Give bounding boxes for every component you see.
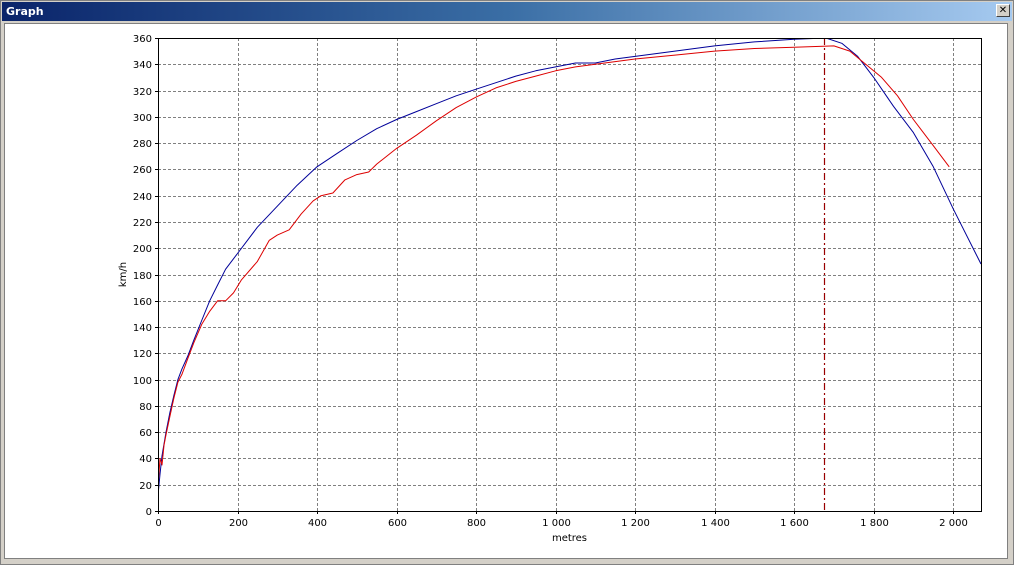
y-tick-label: 340 (133, 60, 152, 71)
x-tick-label: 800 (467, 518, 486, 529)
y-tick-label: 320 (133, 87, 152, 98)
y-tick-label: 300 (133, 113, 152, 124)
x-tick-label: 1 200 (621, 518, 650, 529)
y-tick-label: 180 (133, 271, 152, 282)
x-tick-label: 2 000 (939, 518, 968, 529)
grid (158, 38, 981, 511)
y-tick-label: 360 (133, 34, 152, 45)
y-tick-label: 240 (133, 192, 152, 203)
x-tick-label: 600 (388, 518, 407, 529)
y-tick-label: 200 (133, 244, 152, 255)
x-tick-label: 1 000 (542, 518, 571, 529)
chart-area: 0 200 400 600 800 1 000 1 200 1 400 1 600 1 800 2 … (4, 23, 1008, 559)
close-icon: ✕ (998, 5, 1008, 16)
y-tick-label: 160 (133, 297, 152, 308)
x-tick-label: 1 400 (701, 518, 730, 529)
y-tick-label: 280 (133, 139, 152, 150)
x-tick-label: 1 800 (860, 518, 889, 529)
y-tick-label: 80 (139, 402, 152, 413)
plot-frame (158, 38, 982, 512)
y-tick-label: 40 (139, 454, 152, 465)
y-tick-label: 140 (133, 323, 152, 334)
y-tick-label: 120 (133, 349, 152, 360)
y-tick-label: 100 (133, 376, 152, 387)
title-bar[interactable]: Graph ✕ (2, 2, 1012, 21)
y-axis-title: km/h (118, 262, 129, 287)
series-lines (158, 38, 982, 496)
window-title: Graph (6, 5, 44, 18)
y-tick-label: 220 (133, 218, 152, 229)
x-tick-label: 200 (229, 518, 248, 529)
speed-distance-chart: 0 200 400 600 800 1 000 1 200 1 400 1 600 1 800 2 … (118, 34, 982, 544)
x-axis-title: metres (552, 533, 587, 544)
x-tick-label: 400 (308, 518, 327, 529)
x-axis: 0 200 400 600 800 1 000 1 200 1 400 1 600 1 800 2 … (155, 511, 968, 529)
series-line-1 (158, 38, 982, 496)
series-line-2 (158, 45, 950, 488)
y-tick-label: 60 (139, 428, 152, 439)
close-button[interactable]: ✕ (996, 4, 1010, 17)
x-tick-label: 0 (155, 518, 161, 529)
y-tick-label: 260 (133, 165, 152, 176)
y-tick-label: 0 (146, 507, 152, 518)
y-axis: 0 20 40 60 80 100 120 140 160 180 200 220 240 260 280 3… (133, 34, 158, 518)
y-tick-label: 20 (139, 481, 152, 492)
x-tick-label: 1 600 (780, 518, 809, 529)
